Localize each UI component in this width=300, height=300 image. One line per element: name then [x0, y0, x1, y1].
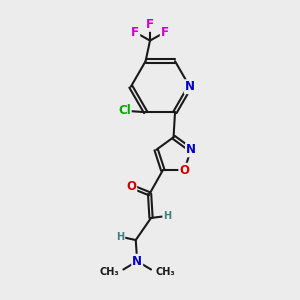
Text: O: O	[179, 164, 189, 177]
Text: N: N	[186, 143, 196, 156]
Text: F: F	[146, 18, 154, 31]
Text: F: F	[131, 26, 139, 39]
Text: H: H	[116, 232, 124, 242]
Text: CH₃: CH₃	[99, 267, 119, 278]
Text: N: N	[132, 255, 142, 268]
Text: H: H	[163, 212, 171, 221]
Text: Cl: Cl	[118, 104, 131, 117]
Text: N: N	[185, 80, 195, 93]
Text: F: F	[161, 26, 169, 39]
Text: CH₃: CH₃	[155, 267, 175, 278]
Text: O: O	[126, 180, 136, 193]
